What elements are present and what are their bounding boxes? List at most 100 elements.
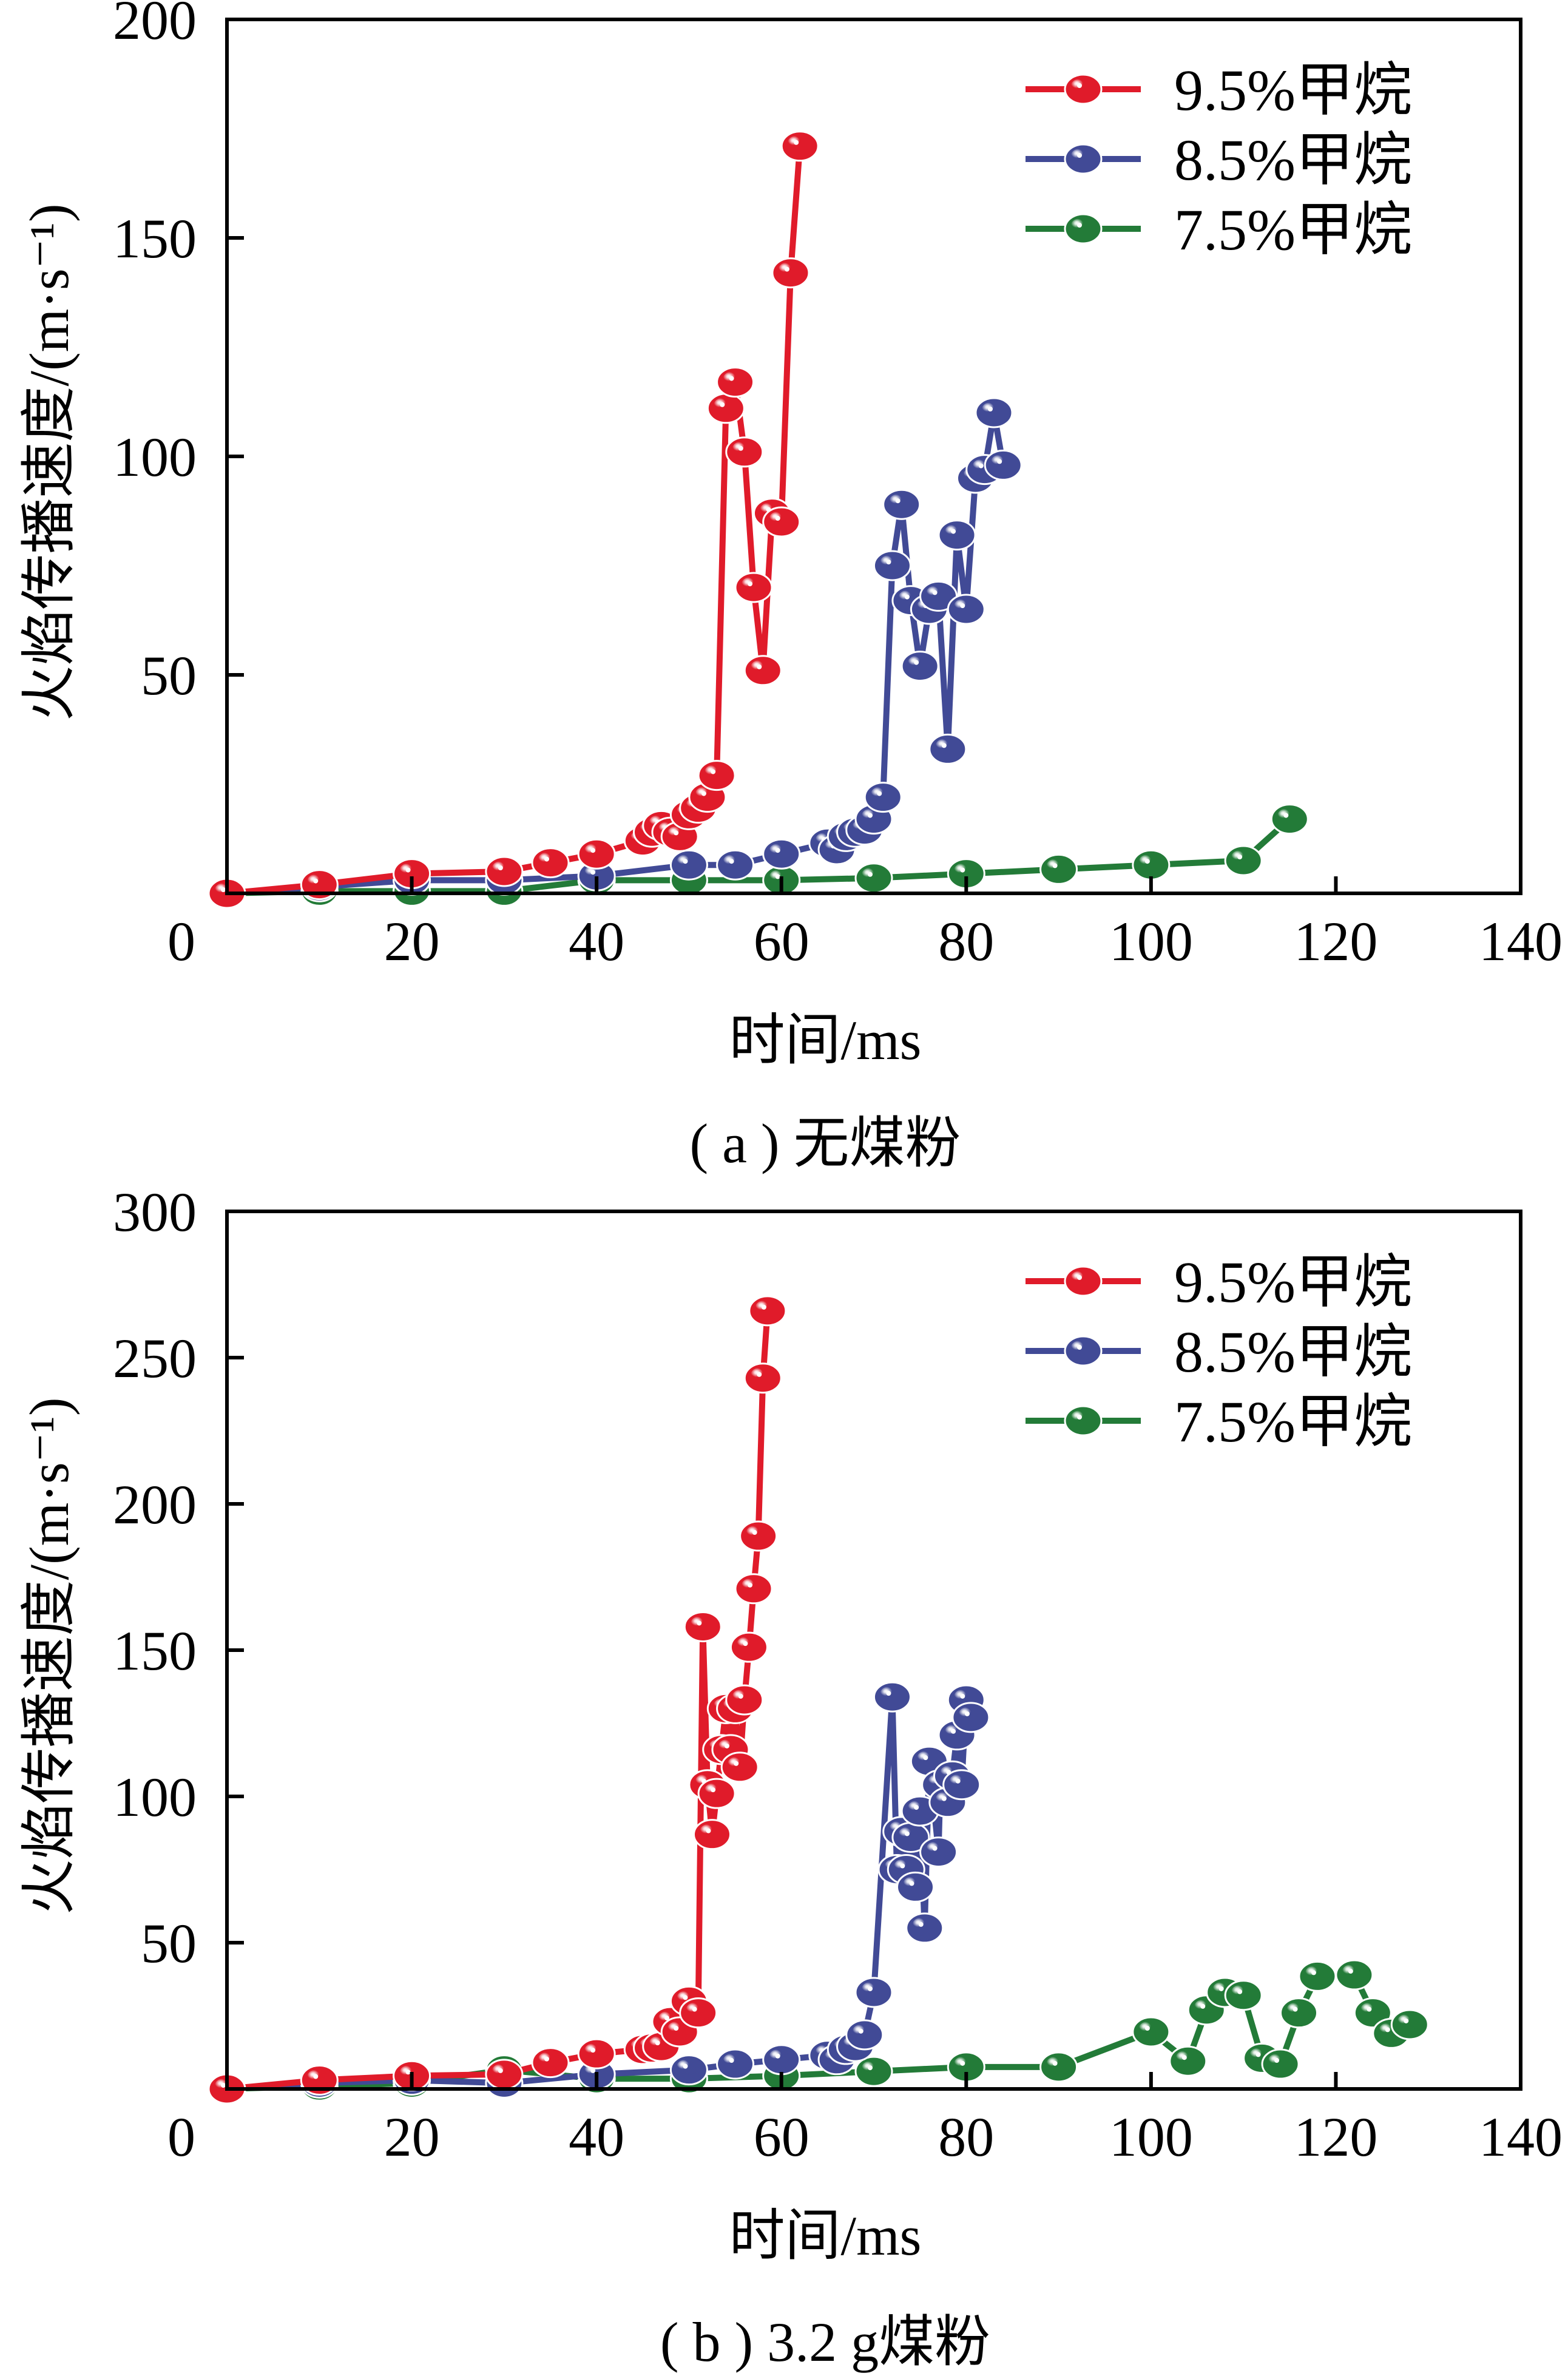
x-tick-label: 100 bbox=[1109, 910, 1193, 972]
x-tick-label: 140 bbox=[1479, 2106, 1563, 2168]
data-point bbox=[734, 1573, 773, 1605]
x-tick-label: 60 bbox=[754, 2106, 809, 2168]
data-point bbox=[845, 2019, 884, 2051]
data-point bbox=[1298, 1960, 1337, 1992]
x-tick-label: 0 bbox=[167, 910, 195, 972]
data-point bbox=[1132, 849, 1171, 881]
data-point bbox=[697, 1778, 736, 1809]
data-point bbox=[1132, 2016, 1171, 2048]
legend-label: 7.5%甲烷 bbox=[1174, 197, 1412, 262]
data-point bbox=[1390, 2009, 1429, 2040]
data-point bbox=[531, 2047, 570, 2079]
legend-label: 8.5%甲烷 bbox=[1174, 127, 1412, 192]
y-tick-label: 200 bbox=[113, 1474, 197, 1535]
data-point bbox=[928, 733, 967, 765]
data-point bbox=[762, 2044, 801, 2076]
caption-b: ( b ) 3.2 g煤粉 bbox=[660, 2311, 990, 2373]
data-point bbox=[706, 393, 745, 424]
y-tick-label: 200 bbox=[113, 0, 197, 51]
legend-item: 9.5%甲烷 bbox=[1026, 58, 1412, 123]
data-point bbox=[1270, 804, 1309, 835]
data-point bbox=[729, 1631, 768, 1663]
x-axis-label-a: 时间/ms bbox=[729, 1009, 922, 1071]
data-point bbox=[485, 2059, 524, 2090]
data-point bbox=[739, 1520, 778, 1552]
x-axis-label-b: 时间/ms bbox=[729, 2205, 922, 2267]
data-point bbox=[854, 1977, 893, 2008]
data-point bbox=[577, 2038, 616, 2070]
data-point bbox=[901, 651, 939, 682]
data-point bbox=[743, 1362, 782, 1394]
y-tick-label: 50 bbox=[141, 1912, 197, 1974]
x-tick-label: 140 bbox=[1479, 910, 1563, 972]
plot-area-a bbox=[208, 130, 1309, 909]
series-line bbox=[226, 1310, 771, 2092]
data-point bbox=[748, 1295, 787, 1327]
chart-panel-a: 0 20 40 60 80 100 120 140 50 100 150 200 时间/ms 火焰传… bbox=[18, 0, 1563, 1174]
legend-item: 8.5%甲烷 bbox=[1026, 127, 1412, 192]
data-point bbox=[693, 1819, 731, 1850]
data-point bbox=[669, 2054, 708, 2086]
data-point bbox=[891, 1821, 930, 1853]
x-tick-label: 60 bbox=[754, 910, 809, 972]
legend-marker bbox=[1064, 73, 1103, 105]
data-point bbox=[762, 838, 801, 870]
data-point bbox=[1039, 853, 1078, 885]
y-tick-labels-a: 50 100 150 200 bbox=[113, 0, 197, 706]
data-point bbox=[873, 550, 911, 581]
y-axis-label-a: 火焰传播速度/(m·s⁻¹) bbox=[18, 204, 80, 722]
series-a-0 bbox=[208, 130, 819, 909]
data-point bbox=[716, 367, 755, 398]
y-tick-label: 150 bbox=[113, 1620, 197, 1682]
legend-b: 9.5%甲烷8.5%甲烷7.5%甲烷 bbox=[1026, 1250, 1412, 1454]
y-axis-label-b: 火焰传播速度/(m·s⁻¹) bbox=[18, 1398, 80, 1915]
data-point bbox=[1335, 1959, 1374, 1991]
data-point bbox=[873, 1681, 911, 1713]
data-point bbox=[393, 858, 431, 890]
chart-panel-b: 0 20 40 60 80 100 120 140 50 100 150 200 250 300 时间/… bbox=[18, 1181, 1563, 2373]
data-point bbox=[951, 1702, 990, 1733]
data-point bbox=[984, 449, 1022, 481]
legend-marker bbox=[1064, 1405, 1103, 1437]
data-point bbox=[716, 2048, 755, 2080]
legend-marker bbox=[1064, 1265, 1103, 1297]
data-point bbox=[905, 1912, 944, 1944]
data-point bbox=[679, 1997, 718, 2029]
data-point bbox=[1224, 845, 1263, 876]
data-point bbox=[975, 397, 1013, 428]
data-point bbox=[947, 2051, 985, 2083]
data-point bbox=[716, 849, 755, 881]
data-point bbox=[947, 594, 985, 625]
data-point bbox=[854, 2056, 893, 2087]
y-tick-label: 250 bbox=[113, 1327, 197, 1389]
data-point bbox=[854, 862, 893, 894]
legend-marker bbox=[1064, 213, 1103, 245]
data-point bbox=[1280, 1997, 1319, 2029]
x-tick-label: 120 bbox=[1294, 910, 1377, 972]
legend-item: 7.5%甲烷 bbox=[1026, 197, 1412, 262]
x-tick-label: 40 bbox=[569, 2106, 624, 2168]
data-point bbox=[734, 572, 773, 603]
data-point bbox=[577, 838, 616, 870]
data-point bbox=[771, 257, 810, 289]
data-point bbox=[725, 436, 764, 468]
x-tick-label: 120 bbox=[1294, 2106, 1377, 2168]
data-point bbox=[863, 782, 902, 813]
y-tick-label: 100 bbox=[113, 426, 197, 488]
x-tick-label: 0 bbox=[167, 2106, 195, 2168]
data-point bbox=[725, 1684, 764, 1716]
data-point bbox=[697, 760, 736, 791]
y-tick-label: 300 bbox=[113, 1181, 197, 1243]
data-point bbox=[720, 1752, 759, 1783]
x-tick-label: 80 bbox=[938, 2106, 994, 2168]
legend-label: 9.5%甲烷 bbox=[1174, 58, 1412, 123]
data-point bbox=[1039, 2051, 1078, 2083]
data-point bbox=[942, 1769, 981, 1801]
y-tick-label: 100 bbox=[113, 1766, 197, 1828]
legend-item: 7.5%甲烷 bbox=[1026, 1389, 1412, 1454]
data-point bbox=[1187, 1994, 1226, 2026]
x-tick-label: 80 bbox=[938, 910, 994, 972]
x-tick-label: 100 bbox=[1109, 2106, 1193, 2168]
data-point bbox=[1169, 2045, 1208, 2077]
